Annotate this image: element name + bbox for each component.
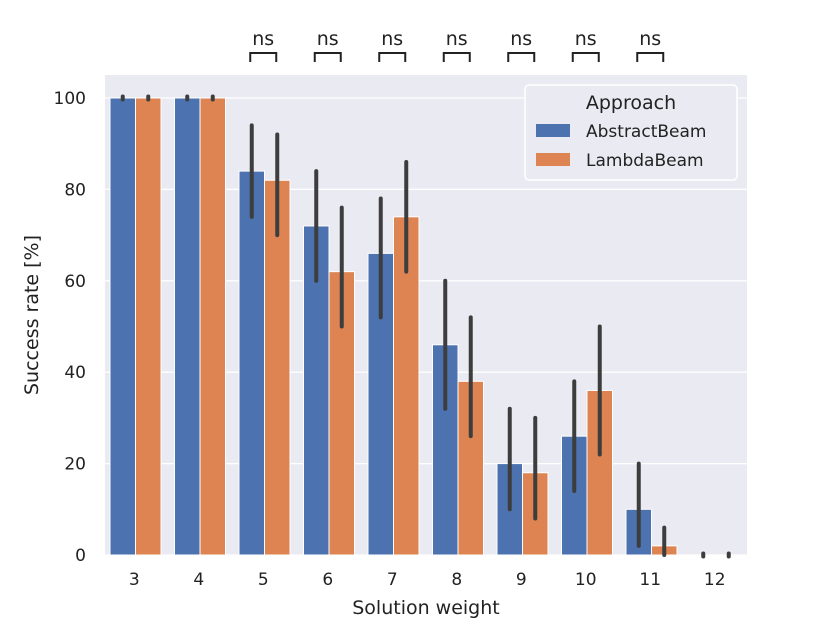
x-tick-label-5: 5 (258, 570, 269, 590)
significance-bracket-9 (507, 52, 536, 62)
x-tick-label-6: 6 (322, 570, 333, 590)
bar-abstractbeam-3 (109, 97, 136, 556)
significance-label-11: ns (639, 28, 661, 50)
bar-lambdabeam-5 (264, 179, 291, 556)
bar-lambdabeam-8 (457, 380, 484, 556)
x-tick-label-8: 8 (451, 570, 462, 590)
legend: Approach AbstractBeam LambdaBeam (524, 84, 738, 181)
significance-annotations: ns ns ns ns ns ns ns (249, 28, 665, 62)
x-tick-label-10: 10 (575, 570, 597, 590)
y-tick-label-40: 40 (64, 363, 86, 383)
y-tick-label-20: 20 (64, 455, 86, 475)
bar-abstractbeam-5 (238, 170, 265, 556)
significance-bracket-7 (378, 52, 407, 62)
bar-lambdabeam-3 (135, 97, 162, 556)
significance-bracket-8 (442, 52, 471, 62)
significance-label-6: ns (317, 28, 339, 50)
y-tick-label-100: 100 (54, 89, 86, 109)
legend-label-lambdabeam: LambdaBeam (586, 151, 704, 171)
significance-bracket-11 (636, 52, 665, 62)
significance-label-9: ns (510, 28, 532, 50)
bars (109, 97, 678, 556)
significance-bracket-6 (313, 52, 342, 62)
x-tick-labels: 3 4 5 6 7 8 9 10 11 12 (129, 570, 726, 590)
y-tick-label-60: 60 (64, 272, 86, 292)
x-tick-label-9: 9 (516, 570, 527, 590)
significance-label-10: ns (575, 28, 597, 50)
legend-title: Approach (586, 92, 676, 114)
x-tick-label-3: 3 (129, 570, 140, 590)
bar-abstractbeam-4 (174, 97, 201, 556)
legend-swatch-lambdabeam (536, 153, 570, 166)
x-tick-label-7: 7 (387, 570, 398, 590)
x-tick-label-4: 4 (193, 570, 204, 590)
significance-label-8: ns (446, 28, 468, 50)
y-tick-label-0: 0 (75, 546, 86, 566)
y-tick-label-80: 80 (64, 180, 86, 200)
significance-label-5: ns (252, 28, 274, 50)
significance-bracket-10 (571, 52, 600, 62)
x-tick-label-11: 11 (639, 570, 661, 590)
x-axis-title: Solution weight (352, 597, 500, 619)
y-axis-title: Success rate [%] (21, 235, 43, 395)
y-tick-labels: 0 20 40 60 80 100 (54, 89, 86, 566)
error-bars (120, 94, 731, 559)
legend-box (524, 84, 738, 181)
x-tick-label-12: 12 (704, 570, 726, 590)
bar-lambdabeam-4 (199, 97, 226, 556)
significance-label-7: ns (381, 28, 403, 50)
legend-swatch-abstractbeam (536, 124, 570, 137)
legend-label-abstractbeam: AbstractBeam (586, 122, 706, 142)
significance-bracket-5 (249, 52, 278, 62)
